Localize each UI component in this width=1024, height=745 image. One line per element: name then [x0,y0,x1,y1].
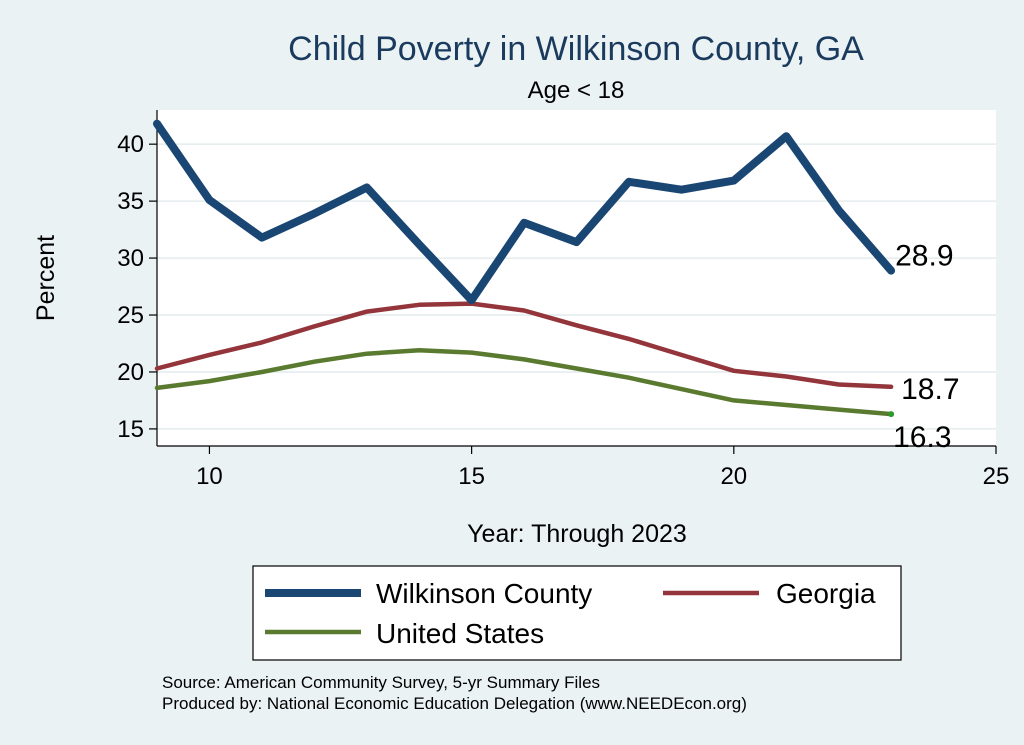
y-tick-label: 15 [117,416,144,443]
series-line-united-states [154,348,894,417]
chart-subtitle: Age < 18 [528,77,625,104]
legend-label-georgia: Georgia [776,578,876,609]
end-label-united-states: 16.3 [893,421,951,454]
y-tick-label: 30 [117,245,144,272]
producer-line: Produced by: National Economic Education… [162,694,747,713]
x-axis-label: Year: Through 2023 [467,520,687,548]
legend-label-united-states: United States [376,618,544,649]
y-tick-label: 25 [117,302,144,329]
x-tick-label: 10 [196,463,223,490]
source-line: Source: American Community Survey, 5-yr … [162,673,600,692]
end-label-georgia: 18.7 [901,373,959,406]
y-tick-label: 40 [117,131,144,158]
series-line-georgia [154,301,894,390]
y-axis-label: Percent [32,235,60,321]
legend: Wilkinson County Georgia United States [252,565,902,661]
legend-label-wilkinson: Wilkinson County [376,578,592,609]
end-labels: 28.9 18.7 16.3 [893,240,959,455]
plot-area [157,110,996,446]
axes: 15 20 25 30 35 40 10 15 20 25 [117,110,1009,490]
end-point-marker [888,411,895,418]
x-tick-label: 25 [983,463,1010,490]
series-lines [153,119,896,418]
legend-box [252,565,902,661]
x-tick-label: 20 [720,463,747,490]
y-tick-label: 20 [117,359,144,386]
end-label-wilkinson-county: 28.9 [895,240,953,273]
chart-title: Child Poverty in Wilkinson County, GA [288,30,864,68]
series-line-wilkinson-county [153,119,896,305]
grid-lines [157,143,996,430]
y-tick-label: 35 [117,188,144,215]
x-tick-label: 15 [458,463,485,490]
